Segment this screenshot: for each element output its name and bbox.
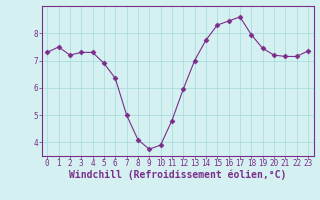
X-axis label: Windchill (Refroidissement éolien,°C): Windchill (Refroidissement éolien,°C) bbox=[69, 170, 286, 180]
